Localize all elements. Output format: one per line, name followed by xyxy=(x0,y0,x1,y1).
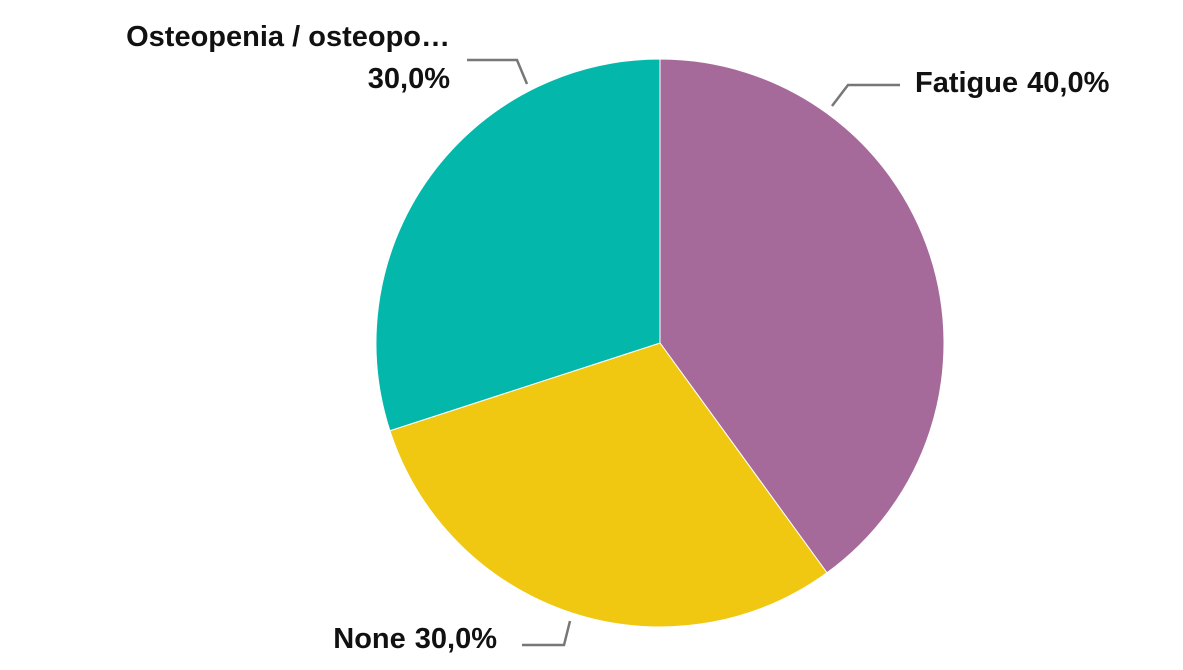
leader-line xyxy=(522,620,572,647)
slice-label: Osteopenia / osteopo… xyxy=(126,21,450,53)
pie-slice xyxy=(389,342,828,628)
leader-line xyxy=(831,83,900,107)
pie-slice xyxy=(659,58,945,574)
slice-label: Fatigue 40,0% xyxy=(915,67,1110,99)
leader-line xyxy=(467,58,529,85)
slice-label: 30,0% xyxy=(368,63,450,95)
pie-slice xyxy=(375,58,661,432)
value-label: 40,0% xyxy=(1027,67,1109,99)
category-label: None xyxy=(333,623,406,655)
value-label: 30,0% xyxy=(368,63,450,95)
value-label: 30,0% xyxy=(415,623,497,655)
category-label: Osteopenia / osteopo… xyxy=(126,21,450,53)
slice-label: None 30,0% xyxy=(333,623,497,655)
category-label: Fatigue xyxy=(915,67,1018,99)
